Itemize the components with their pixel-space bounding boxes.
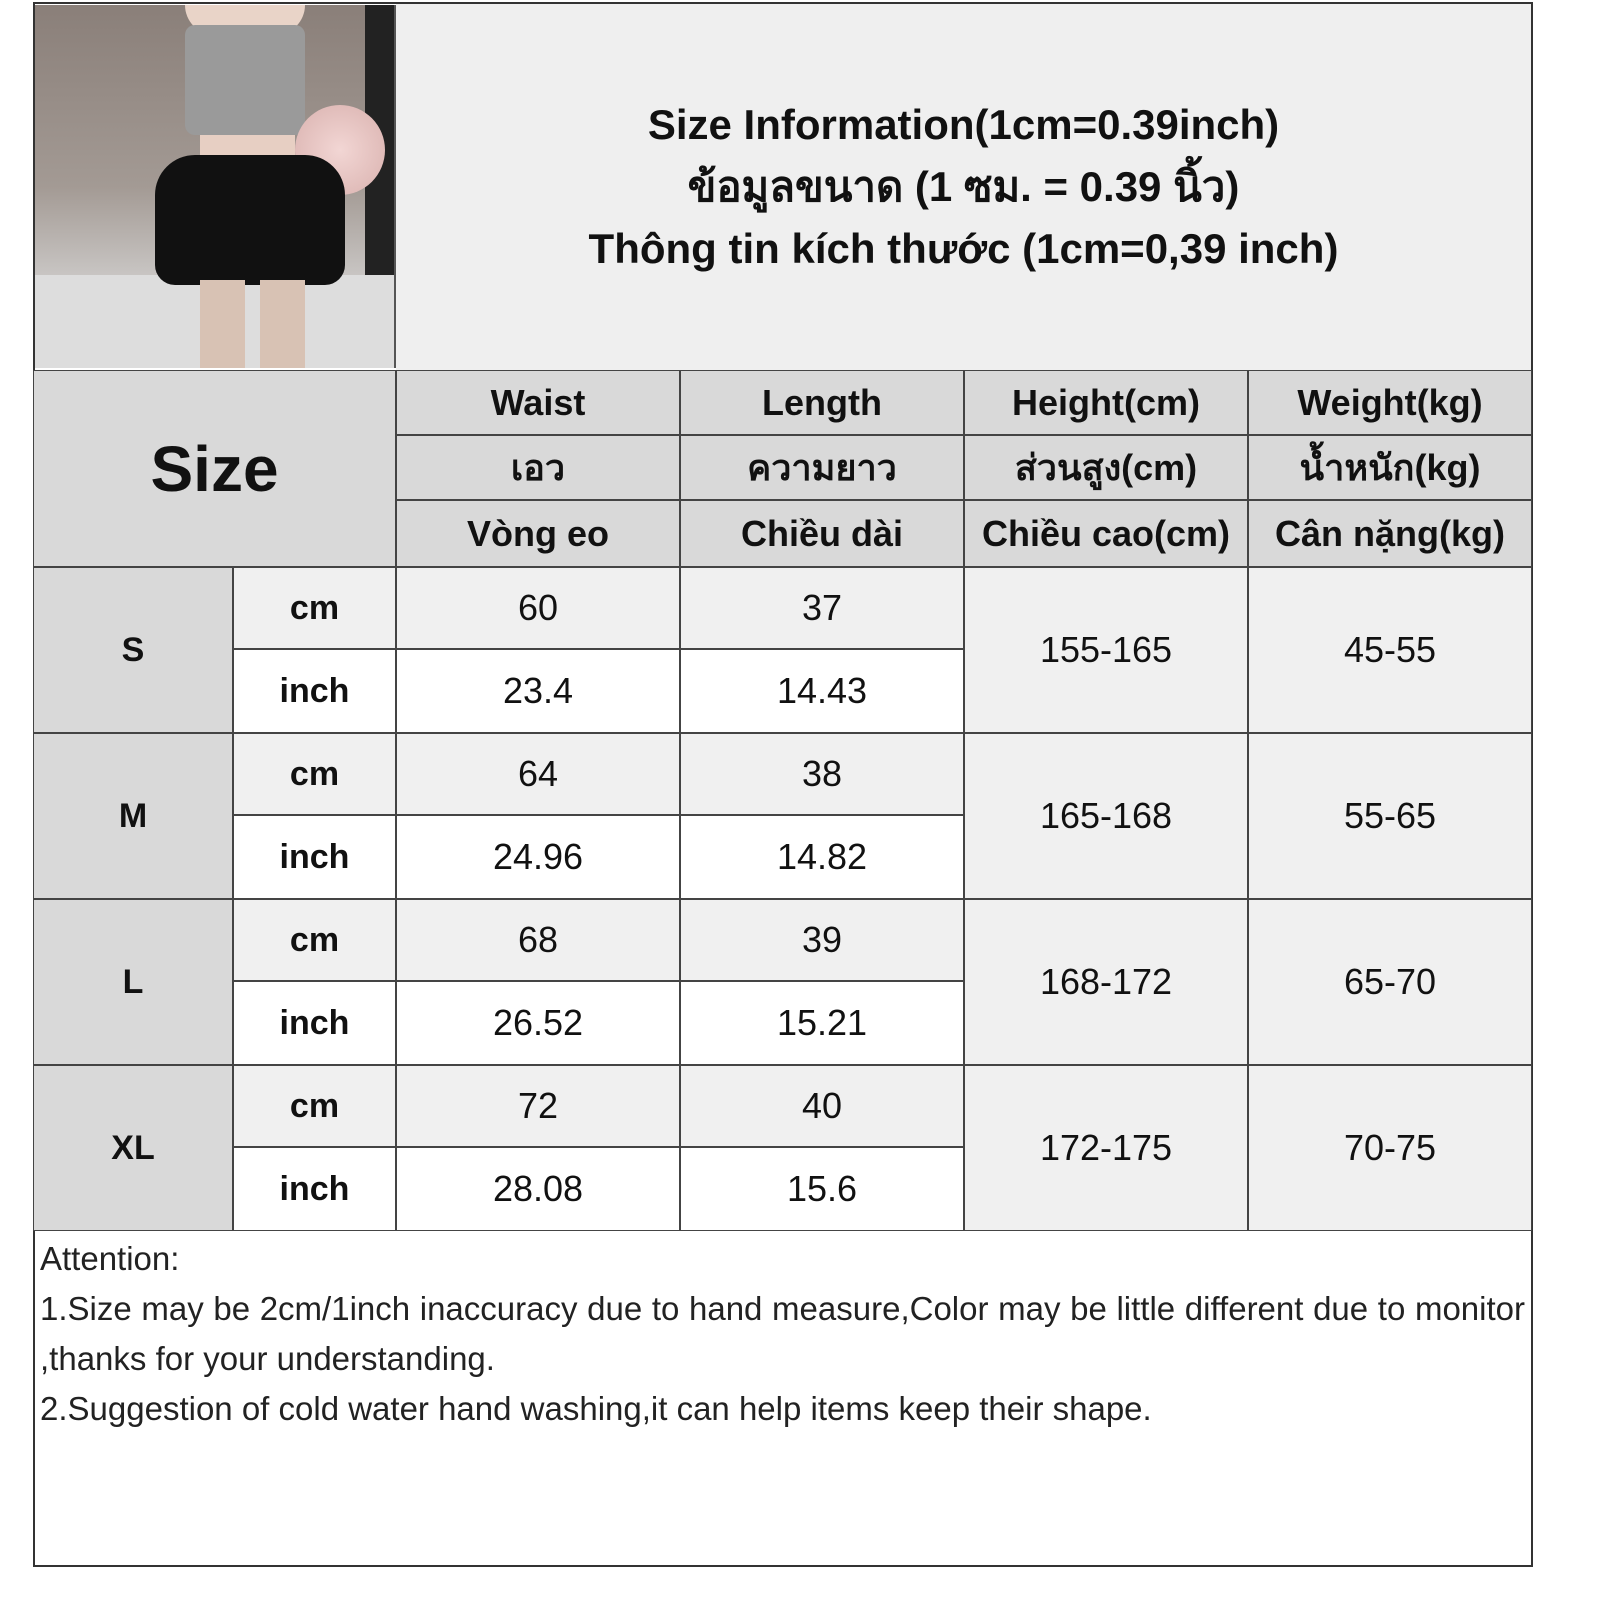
waist-inch: 24.96: [396, 815, 680, 899]
length-cm: 40: [680, 1065, 964, 1147]
column-header-en: Height(cm): [964, 370, 1248, 435]
column-header-en: Weight(kg): [1248, 370, 1532, 435]
weight-range: 70-75: [1248, 1065, 1532, 1231]
unit-inch: inch: [233, 815, 396, 899]
height-range: 168-172: [964, 899, 1248, 1065]
length-inch: 14.43: [680, 649, 964, 733]
size-label: S: [33, 567, 233, 733]
column-header-en: Length: [680, 370, 964, 435]
height-range: 155-165: [964, 567, 1248, 733]
height-range: 165-168: [964, 733, 1248, 899]
weight-range: 55-65: [1248, 733, 1532, 899]
note-item: 2.Suggestion of cold water hand washing,…: [40, 1390, 1152, 1427]
height-range: 172-175: [964, 1065, 1248, 1231]
length-cm: 39: [680, 899, 964, 981]
column-header-vi: Chiều cao(cm): [964, 500, 1248, 567]
notes-title: Attention:: [40, 1240, 180, 1277]
size-label: XL: [33, 1065, 233, 1231]
unit-inch: inch: [233, 649, 396, 733]
attention-notes: Attention: 1.Size may be 2cm/1inch inacc…: [40, 1234, 1525, 1434]
length-cm: 37: [680, 567, 964, 649]
length-inch: 14.82: [680, 815, 964, 899]
length-inch: 15.21: [680, 981, 964, 1065]
length-cm: 38: [680, 733, 964, 815]
header-line-vi: Thông tin kích thước (1cm=0,39 inch): [588, 225, 1339, 272]
length-inch: 15.6: [680, 1147, 964, 1231]
size-header: Size: [33, 370, 396, 567]
column-header-vi: Cân nặng(kg): [1248, 500, 1532, 567]
waist-cm: 72: [396, 1065, 680, 1147]
column-header-th: ความยาว: [680, 435, 964, 500]
waist-inch: 26.52: [396, 981, 680, 1065]
header-line-th: ข้อมูลขนาด (1 ซม. = 0.39 นิ้ว): [687, 163, 1240, 210]
product-photo: [35, 5, 396, 368]
column-header-th: ส่วนสูง(cm): [964, 435, 1248, 500]
column-header-vi: Chiều dài: [680, 500, 964, 567]
size-label: L: [33, 899, 233, 1065]
size-info-header: Size Information(1cm=0.39inch) ข้อมูลขนา…: [396, 4, 1531, 370]
unit-cm: cm: [233, 1065, 396, 1147]
unit-cm: cm: [233, 899, 396, 981]
note-item: 1.Size may be 2cm/1inch inaccuracy due t…: [40, 1290, 1525, 1377]
waist-inch: 23.4: [396, 649, 680, 733]
waist-cm: 60: [396, 567, 680, 649]
waist-cm: 64: [396, 733, 680, 815]
column-header-vi: Vòng eo: [396, 500, 680, 567]
weight-range: 45-55: [1248, 567, 1532, 733]
header-line-en: Size Information(1cm=0.39inch): [647, 101, 1280, 148]
size-label: M: [33, 733, 233, 899]
unit-inch: inch: [233, 1147, 396, 1231]
waist-cm: 68: [396, 899, 680, 981]
waist-inch: 28.08: [396, 1147, 680, 1231]
unit-cm: cm: [233, 733, 396, 815]
column-header-th: เอว: [396, 435, 680, 500]
column-header-en: Waist: [396, 370, 680, 435]
unit-cm: cm: [233, 567, 396, 649]
column-header-th: น้ำหนัก(kg): [1248, 435, 1532, 500]
weight-range: 65-70: [1248, 899, 1532, 1065]
unit-inch: inch: [233, 981, 396, 1065]
